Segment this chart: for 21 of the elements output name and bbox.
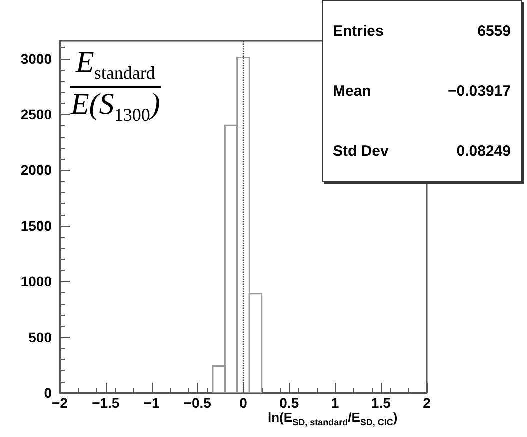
- y-tick-label: 3000: [20, 50, 52, 67]
- stats-box: Entries 6559 Mean −0.03917 Std Dev 0.08249: [322, 0, 522, 182]
- annotation: E$_{standard}$: [70, 46, 162, 88]
- y-tick-label: 500: [28, 329, 52, 346]
- fraction-formula: E$_{standard}$ E(S$_{1300}$): [70, 46, 162, 126]
- x-tick-label: −0.5: [184, 395, 212, 411]
- x-tick-label: 1.5: [371, 395, 392, 411]
- y-tick-label: 2000: [20, 162, 52, 178]
- x-tick-label: −2: [52, 395, 68, 411]
- x-tick-label: −1: [144, 395, 160, 411]
- x-axis-title: ln(E$_{SD, standard}$/E$_{SD, CIC}$): [268, 410, 398, 430]
- y-tick-label: 0: [44, 385, 52, 401]
- annotation: E(S$_{1300}$): [70, 88, 162, 126]
- y-tick-label: 1500: [20, 218, 52, 234]
- x-tick-label: −1.5: [92, 395, 120, 411]
- x-tick-label: 2: [423, 395, 432, 411]
- y-tick-label: 1000: [20, 274, 52, 290]
- x-tick-label: 1: [331, 395, 340, 411]
- x-tick-label: 0: [240, 395, 248, 411]
- y-tick-label: 2500: [20, 106, 52, 123]
- x-tick-label: 0.5: [280, 395, 300, 411]
